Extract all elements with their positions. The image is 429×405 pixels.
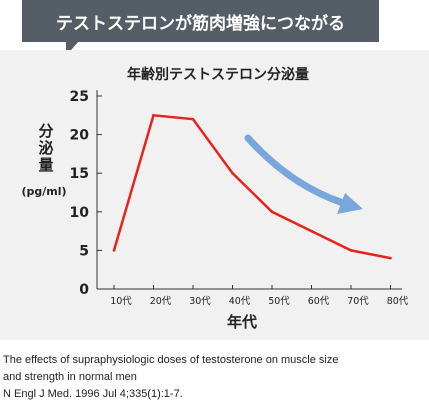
x-tick-label: 40代 xyxy=(229,296,251,307)
y-axis-label-char: 量 xyxy=(38,156,53,174)
y-tick-label: 5 xyxy=(79,243,89,259)
data-points xyxy=(112,114,392,260)
y-ticks: 0 5 10 15 20 25 xyxy=(70,89,102,298)
chart-title: 年齢別テストステロン分泌量 xyxy=(127,66,309,83)
y-tick-label: 20 xyxy=(70,128,90,144)
data-point xyxy=(152,114,155,117)
y-axis-unit: (pg/ml) xyxy=(21,185,66,198)
data-point xyxy=(310,229,313,233)
data-point xyxy=(112,249,116,252)
data-point xyxy=(231,171,234,175)
citation-line-3: N Engl J Med. 1996 Jul 4;335(1):1-7. xyxy=(3,388,183,400)
data-point xyxy=(349,249,353,252)
x-tick-label: 20代 xyxy=(150,296,172,307)
headline-banner: テストステロンが筋肉増強につながる xyxy=(22,0,379,42)
y-tick-label: 25 xyxy=(70,89,89,105)
x-tick-label: 30代 xyxy=(189,296,211,307)
x-tick-label: 70代 xyxy=(347,296,369,307)
chart-panel xyxy=(0,50,429,340)
citation-line-1: The effects of supraphysiologic doses of… xyxy=(3,354,339,366)
citation-line-2: and strength in normal men xyxy=(3,371,137,383)
testosterone-chart: 年齢別テストステロン分泌量 分泌量 (pg/ml) 0 5 10 15 20 25 10代 2… xyxy=(21,66,409,331)
data-point xyxy=(191,117,195,121)
y-tick-label: 10 xyxy=(70,205,90,221)
y-axis-label-char: 分 xyxy=(38,122,53,140)
y-axis-label: 分泌量 (pg/ml) xyxy=(21,122,66,198)
series-line xyxy=(112,113,391,260)
y-axis-label-char: 泌 xyxy=(38,139,53,157)
x-tick-label: 80代 xyxy=(387,296,409,307)
x-tick-label: 60代 xyxy=(308,296,330,307)
citation: The effects of supraphysiologic doses of… xyxy=(3,352,427,403)
x-ticks: 10代 20代 30代 40代 50代 60代 70代 80代 xyxy=(110,285,409,307)
decline-trend-arrow xyxy=(244,134,347,207)
headline-text: テストステロンが筋肉増強につながる xyxy=(56,13,345,34)
x-tick-label: 10代 xyxy=(110,296,132,307)
decline-trend-arrow-head xyxy=(337,193,363,214)
y-tick-label: 0 xyxy=(79,282,89,298)
y-tick-label: 15 xyxy=(70,166,89,182)
data-point xyxy=(389,256,392,260)
x-axis-label: 年代 xyxy=(227,313,257,331)
data-point xyxy=(270,210,274,214)
x-tick-label: 50代 xyxy=(268,296,290,307)
